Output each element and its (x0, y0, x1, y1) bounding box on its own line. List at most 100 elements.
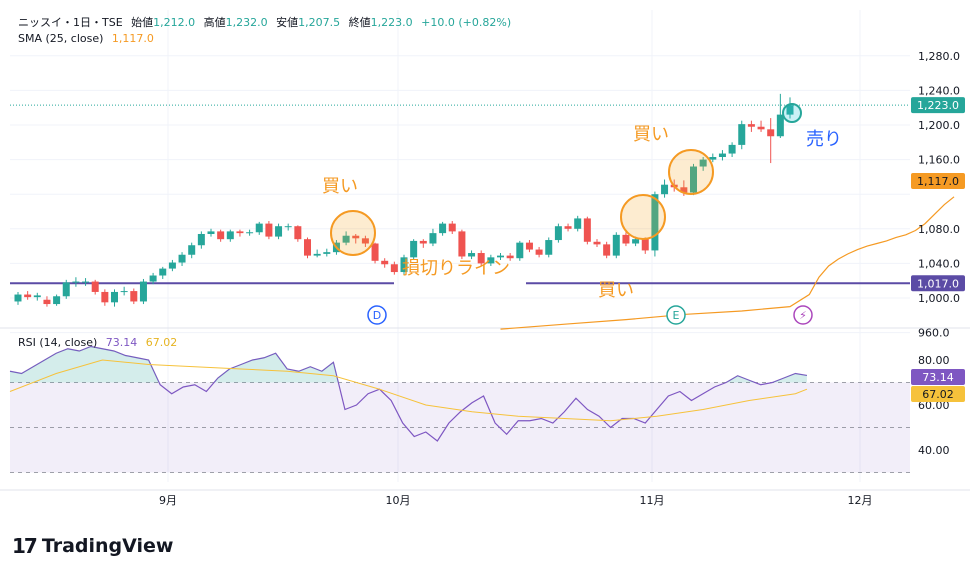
close-value: 1,223.0 (370, 16, 413, 29)
high-label: 高値 (203, 16, 226, 29)
candle-body (525, 242, 533, 250)
candle-body (583, 218, 591, 242)
sma-line (500, 196, 955, 330)
candle-body (603, 244, 611, 256)
price-axis-label: 1,000.0 (918, 292, 960, 305)
candle-body (236, 231, 244, 234)
price-axis-label: 960.0 (918, 327, 950, 340)
candle-body (159, 268, 167, 276)
low-value: 1,207.5 (298, 16, 341, 29)
candle-body (690, 166, 697, 193)
rsi-line (9, 345, 808, 442)
rsi-label: RSI (14, close) (18, 336, 98, 349)
sell-label: 売り (806, 129, 842, 150)
candle-body (207, 231, 215, 234)
last-price-tag-bg (911, 97, 965, 114)
split-event-icon: ⚡ (799, 309, 807, 322)
buy-signal-circle (620, 194, 666, 240)
candle-body (313, 253, 321, 256)
buy-label: 買い (322, 176, 358, 197)
buy-signal-circle (330, 210, 376, 256)
candle-body (381, 260, 389, 265)
candle-body (400, 257, 408, 273)
sma-price-tag-bg (911, 173, 965, 189)
time-axis-label: 10月 (386, 494, 411, 507)
candle-body (699, 159, 707, 167)
rsi-ma-line (9, 359, 808, 422)
rsi-legend[interactable]: RSI (14, close) 73.14 67.02 (18, 336, 182, 349)
candle-body (342, 235, 350, 243)
candle-body (53, 296, 61, 305)
buy-label: 買い (598, 280, 634, 301)
candle-body (497, 255, 504, 258)
low-label: 安値 (276, 16, 299, 29)
tradingview-logo[interactable]: 17 TradingView (12, 534, 173, 558)
sma-value: 1,117.0 (111, 32, 154, 45)
rsi-axis-label: 60.00 (918, 399, 950, 412)
candle-body (574, 218, 582, 229)
dividend-event-icon (367, 305, 387, 325)
candle-body (361, 238, 369, 244)
candle-body (275, 226, 283, 237)
candle-body (294, 226, 302, 240)
candle-body (323, 252, 331, 254)
rsi-value-tag-bg (911, 369, 965, 385)
candle-body (246, 232, 254, 234)
candle-body (82, 281, 90, 283)
candle-body (188, 245, 196, 255)
price-axis-label: 1,240.0 (918, 84, 960, 97)
open-value: 1,212.0 (153, 16, 196, 29)
tradingview-logo-icon: 17 (12, 534, 38, 558)
candle-body (14, 294, 22, 302)
time-axis-label: 9月 (159, 494, 177, 507)
sell-signal-circle (782, 103, 802, 123)
symbol-legend: ニッスイ・1日・TSE 始値1,212.0 高値1,232.0 安値1,207.… (18, 14, 516, 30)
candle-body (178, 254, 186, 263)
candle-body (72, 281, 80, 283)
candle-body (139, 281, 147, 302)
candle-body (757, 126, 765, 130)
candle-body (612, 234, 620, 256)
candle-body (217, 231, 225, 240)
candle-body (448, 223, 456, 232)
candle-body (197, 233, 205, 246)
candle-body (535, 249, 543, 255)
candle-body (632, 239, 640, 244)
candle-body (265, 223, 273, 237)
candle-body (477, 253, 485, 264)
rsi-overbought-fill (10, 346, 807, 383)
high-value: 1,232.0 (225, 16, 268, 29)
earnings-event-icon (666, 305, 686, 325)
candle-body (429, 233, 437, 244)
candle-body (554, 226, 562, 241)
stop-loss-label: 損切りライン (402, 258, 510, 279)
price-axis-label: 1,160.0 (918, 154, 960, 167)
rsi-ma-value-tag: 67.02 (922, 388, 954, 401)
candle-body (738, 124, 746, 145)
candle-body (661, 184, 669, 195)
support-price-tag-bg (911, 275, 965, 292)
candle-body (439, 223, 447, 234)
buy-signal-circle (668, 149, 714, 195)
candle-body (767, 129, 775, 137)
chart-area[interactable]: 買い 買い 買い 売り 損切りライン D E ⚡ 960.0 1,000.0 1,040.0 1,0… (0, 0, 980, 520)
tradingview-wordmark: TradingView (41, 535, 174, 557)
candle-body (149, 275, 157, 282)
candle-body (120, 291, 128, 293)
symbol-title: ニッスイ・1日・TSE (18, 16, 123, 29)
time-axis-label: 11月 (640, 494, 665, 507)
sma-label: SMA (25, close) (18, 32, 104, 45)
candle-body (516, 242, 524, 259)
rsi-axis-label: 40.00 (918, 444, 950, 457)
candle-body (352, 235, 360, 239)
candle-body (709, 157, 717, 160)
candle-body (130, 291, 138, 302)
candle-body (718, 153, 726, 158)
sma-legend[interactable]: SMA (25, close) 1,117.0 (18, 32, 159, 45)
candle-body (622, 234, 630, 244)
candle-body (304, 239, 311, 256)
open-label: 始値 (131, 16, 154, 29)
candle-body (487, 257, 495, 264)
candle-body (545, 240, 553, 255)
